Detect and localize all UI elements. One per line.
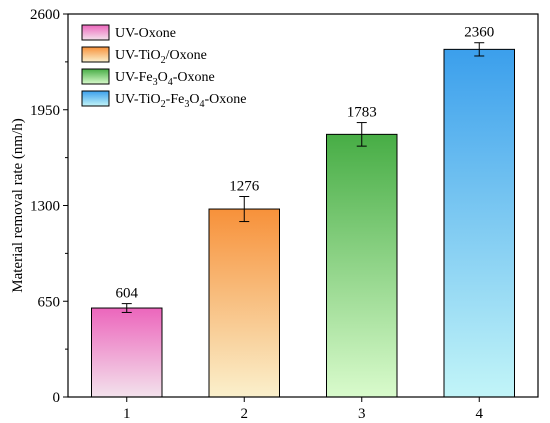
y-tick-label: 0 [53,390,61,406]
y-tick-label: 1950 [30,103,60,119]
data-label-1: 604 [116,286,139,302]
legend-swatch [81,68,110,85]
bar-4 [443,48,515,398]
bar-3 [326,133,398,398]
x-tick-label: 1 [123,406,131,422]
y-axis-title: Material removal rate (nm/h) [10,118,26,293]
error-bar-1 [121,303,132,313]
data-label-4: 2360 [464,25,494,41]
x-axis: 1 2 3 4 [123,397,484,422]
x-tick-label: 4 [476,406,484,422]
legend-entry-3: UV-Fe3O4-Oxone [81,68,215,88]
error-bars [121,42,485,313]
data-labels: 604 1276 1783 2360 [116,25,495,302]
legend-entry-2: UV-TiO2/Oxone [81,46,207,66]
bar-2 [208,208,280,398]
legend-label: UV-TiO2/Oxone [115,48,207,66]
legend-entry-1: UV-Oxone [81,24,176,41]
data-label-3: 1783 [347,105,377,121]
legend-swatch [81,46,110,63]
legend-label: UV-Oxone [115,26,176,41]
y-axis: 0 650 1300 1950 2600 [30,7,68,406]
legend-swatch [81,90,110,107]
y-tick-label: 2600 [30,7,60,23]
y-tick-label: 650 [38,294,61,310]
x-tick-label: 2 [241,406,249,422]
legend-label: UV-Fe3O4-Oxone [115,70,215,88]
legend-label: UV-TiO2-Fe3O4-Oxone [115,92,246,110]
error-bar-2 [239,196,250,223]
x-tick-label: 3 [358,406,366,422]
legend-swatch [81,24,110,41]
error-bar-4 [474,42,485,57]
bar-1 [91,307,163,398]
error-bar-3 [356,122,367,147]
y-tick-label: 1300 [30,199,60,215]
data-label-2: 1276 [229,179,260,195]
legend-entry-4: UV-TiO2-Fe3O4-Oxone [81,90,246,110]
legend: UV-Oxone UV-TiO2/Oxone UV-Fe3O4-Oxone UV-Ti… [81,24,246,110]
